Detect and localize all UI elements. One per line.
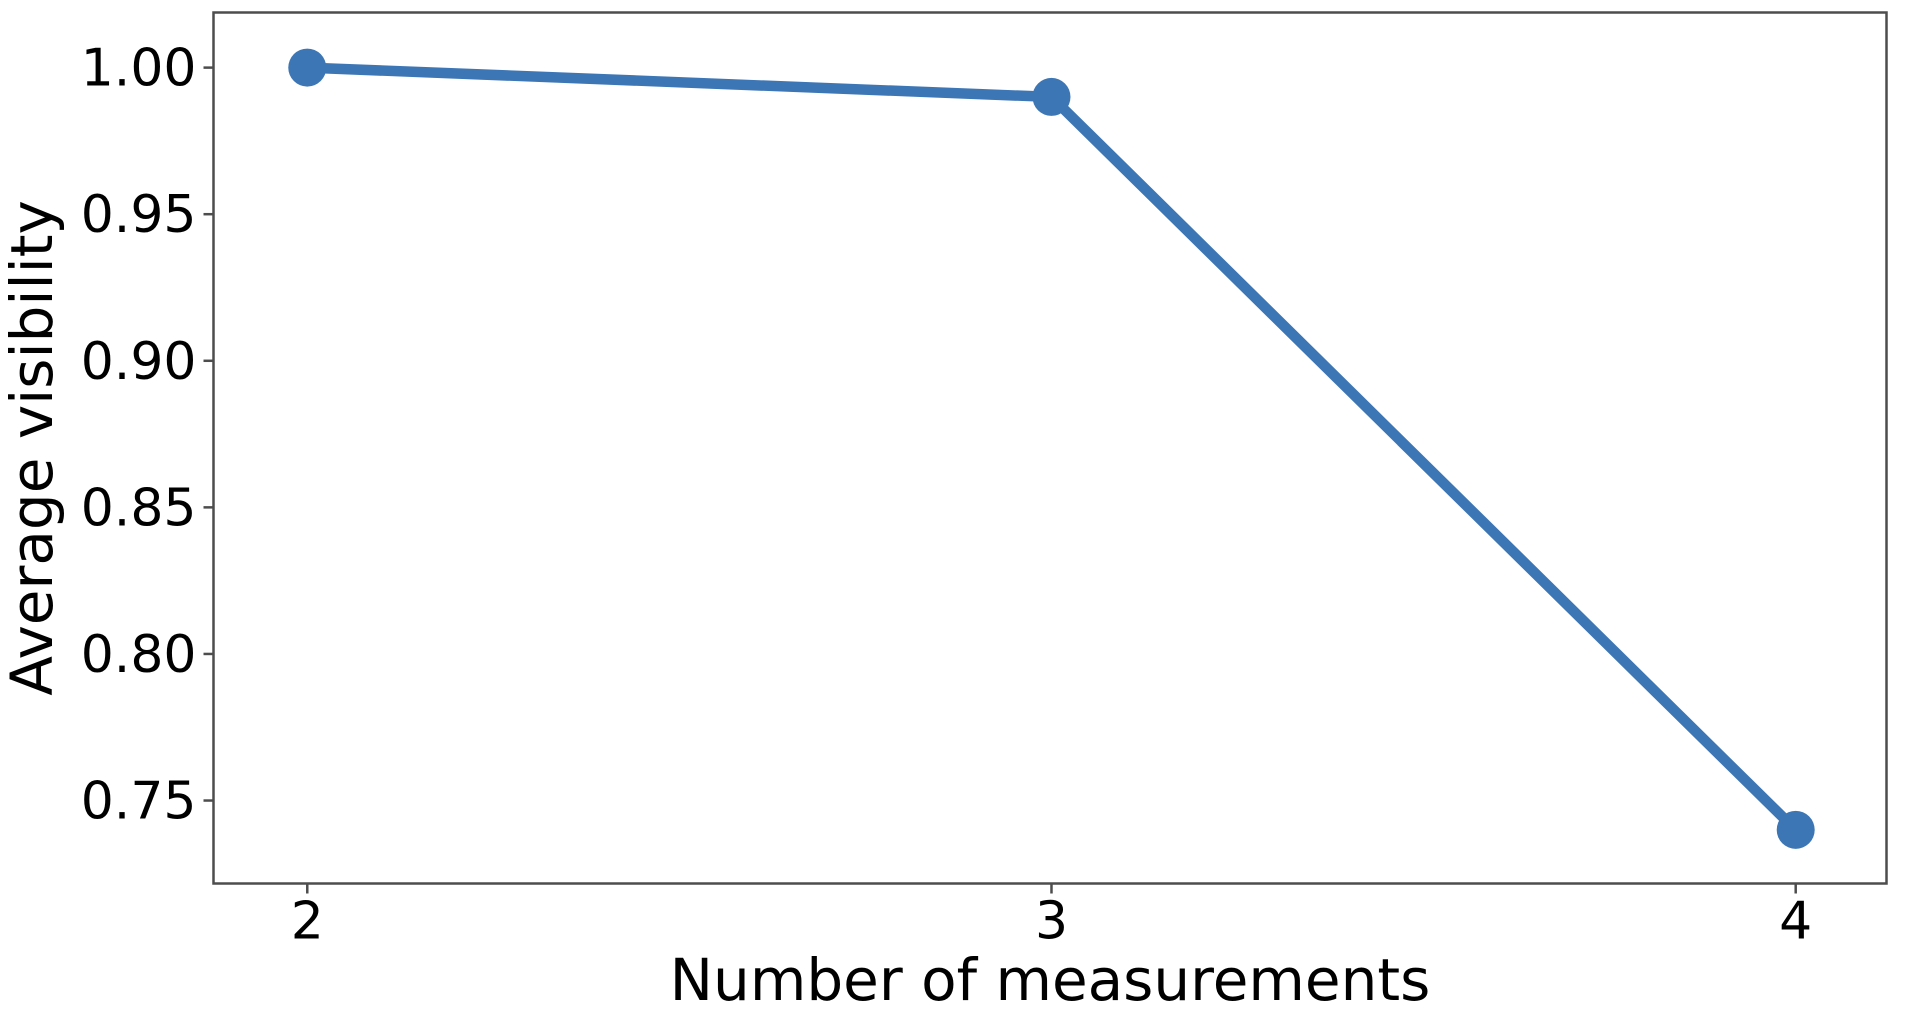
y-axis-ticks: 1.00 0.95 0.90 0.85 0.80 0.75 (81, 39, 214, 832)
x-tick-label: 4 (1779, 892, 1812, 952)
data-point (1776, 810, 1815, 849)
x-tick-label: 3 (1035, 892, 1068, 952)
y-tick-label: 0.90 (81, 332, 197, 392)
data-point (288, 48, 327, 87)
data-line (302, 62, 1801, 836)
data-point (1032, 77, 1071, 116)
x-tick-label: 2 (291, 892, 324, 952)
y-axis-label: Average visibility (0, 200, 66, 696)
plot-border (212, 11, 1888, 885)
y-tick-label: 0.75 (81, 772, 197, 832)
y-tick-label: 0.95 (81, 185, 197, 245)
y-tick-label: 1.00 (81, 39, 197, 99)
x-axis-ticks: 2 3 4 (291, 883, 1812, 952)
data-series (288, 48, 1815, 849)
y-tick-label: 0.85 (81, 478, 197, 538)
y-tick-label: 0.80 (81, 625, 197, 685)
x-axis-label: Number of measurements (670, 946, 1431, 1014)
